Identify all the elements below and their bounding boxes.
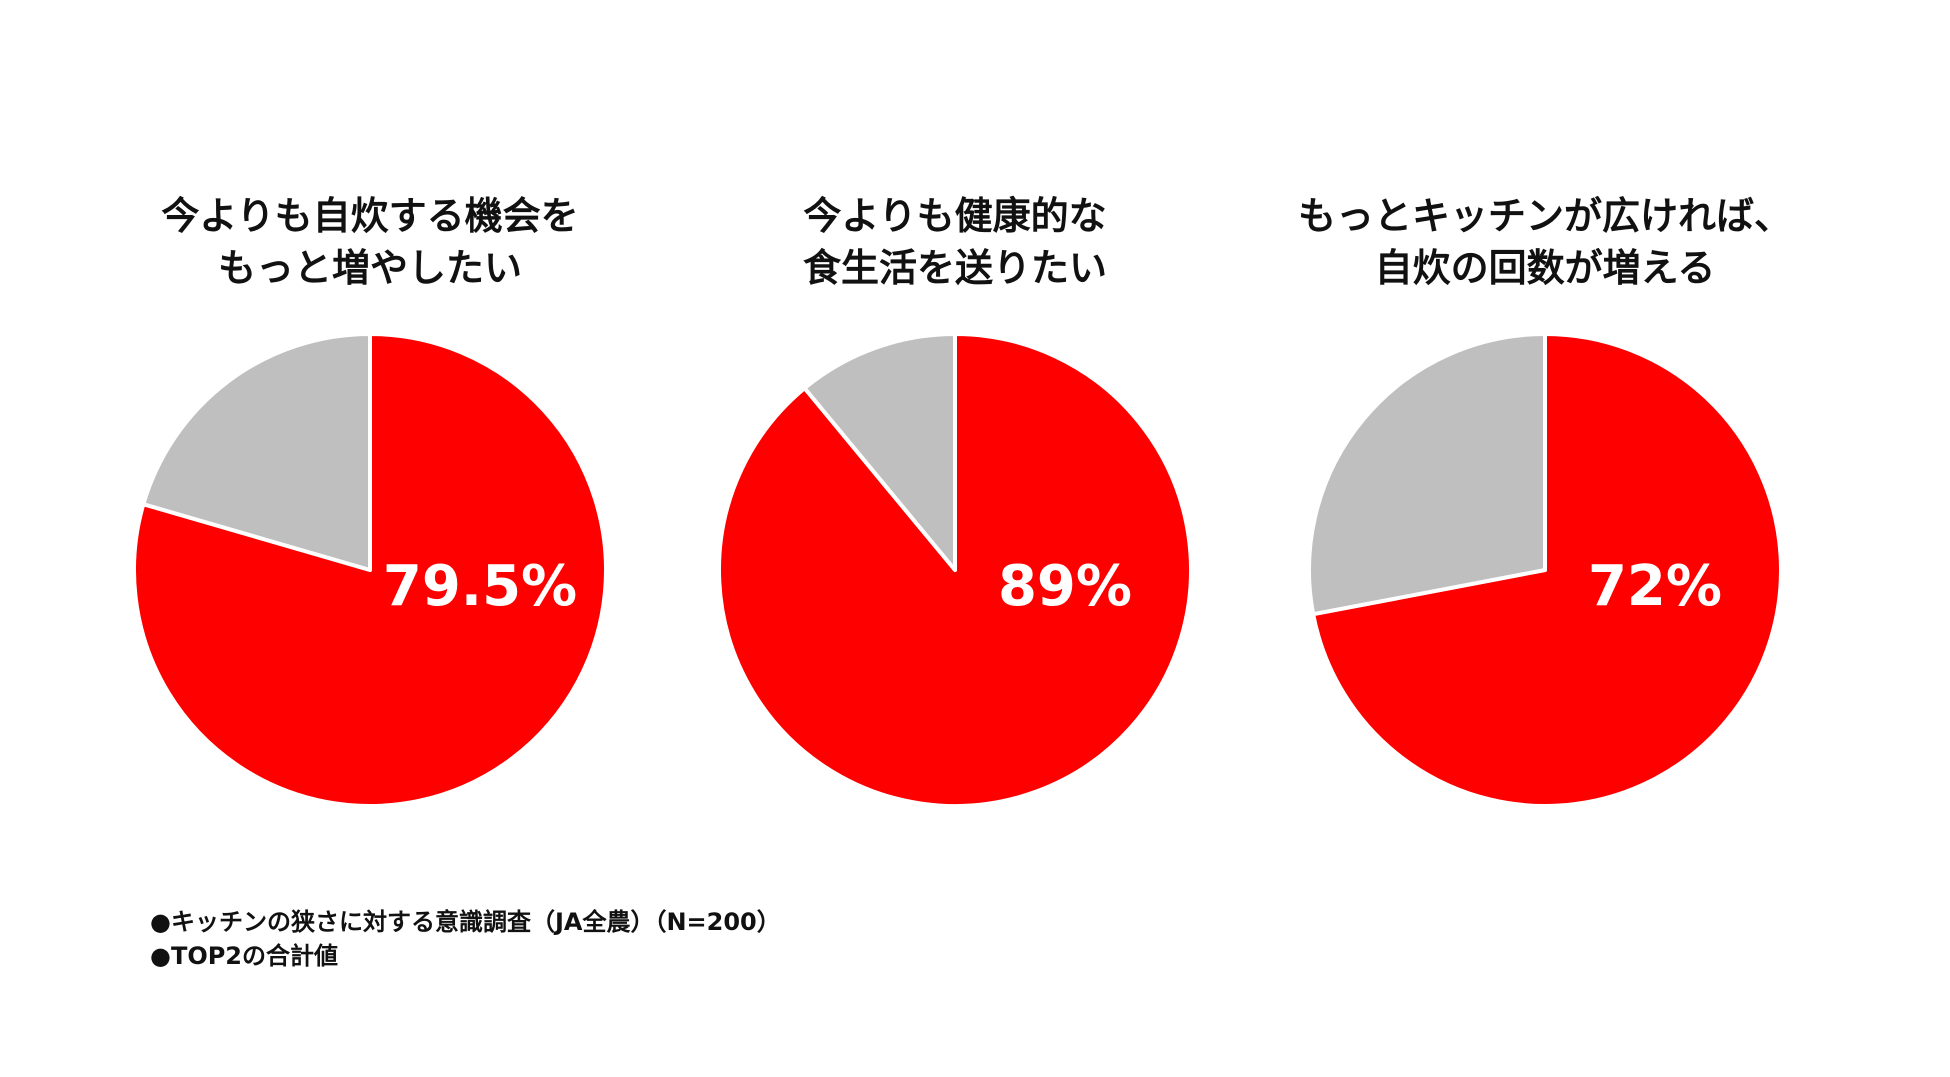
notes: ●キッチンの狭さに対する意識調査（JA全農）（N=200） ●TOP2の合計値 [150,905,781,973]
pie-title-line: もっとキッチンが広ければ、 [1297,194,1792,238]
pie-value-label: 72% [1588,554,1722,619]
pie-svg: 79.5% [132,332,608,808]
pie-title: 今よりも自炊する機会を もっと増やしたい [90,190,650,300]
pie-title-line: 食生活を送りたい [802,246,1107,290]
pie-slice-other [1307,332,1547,617]
pie-svg: 89% [717,332,1193,808]
note-survey: ●キッチンの狭さに対する意識調査（JA全農）（N=200） [150,908,781,936]
pie-title: もっとキッチンが広ければ、 自炊の回数が増える [1265,190,1825,300]
pie-svg: 72% [1307,332,1783,808]
pie-title-line: 今よりも自炊する機会を [161,194,579,238]
pie-chart-1: 今よりも自炊する機会を もっと増やしたい 79.5% [90,190,650,808]
pie-value-label: 89% [998,554,1132,619]
pie-slice-other [141,332,372,572]
pie-title-line: 自炊の回数が増える [1374,246,1716,290]
pie-slice-other [802,332,957,572]
pie-slice-top2 [1311,332,1783,808]
pie-title-line: もっと増やしたい [217,246,522,290]
pie-title-line: 今よりも健康的な [803,194,1107,238]
pie-chart-2: 今よりも健康的な 食生活を送りたい 89% [675,190,1235,808]
pie-title: 今よりも健康的な 食生活を送りたい [675,190,1235,300]
pie-value-label: 79.5% [383,554,577,619]
note-top2: ●TOP2の合計値 [150,942,339,970]
pie-chart-3: もっとキッチンが広ければ、 自炊の回数が増える 72% [1265,190,1825,808]
